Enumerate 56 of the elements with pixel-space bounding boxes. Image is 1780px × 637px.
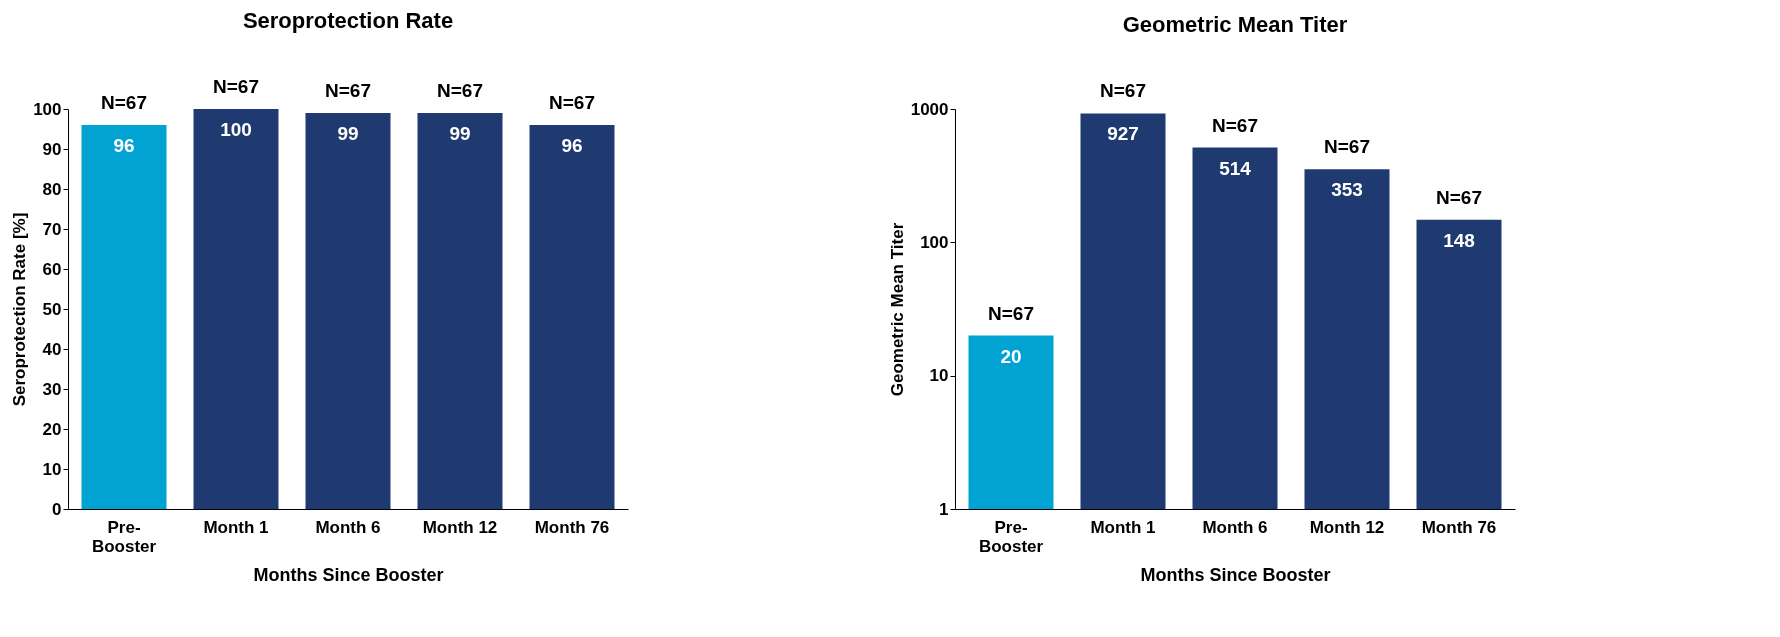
annotation: N=67 (1100, 80, 1146, 102)
data-label: 100 (220, 119, 252, 140)
bar (417, 113, 503, 509)
annotation: N=67 (1212, 114, 1258, 136)
y-tick-label: 30 (42, 379, 62, 399)
data-label: 96 (561, 135, 583, 156)
y-tick-label: 10 (929, 366, 949, 386)
bar (529, 125, 615, 509)
x-tick-label: Month 1 (1090, 517, 1156, 537)
annotation: N=67 (213, 76, 259, 97)
data-label: 148 (1443, 229, 1475, 251)
x-tick-label: Month 6 (315, 517, 381, 537)
annotation: N=67 (1324, 136, 1370, 158)
y-tick-label: 80 (42, 179, 62, 199)
annotation: N=67 (1436, 186, 1482, 208)
annotation: N=67 (101, 92, 147, 113)
x-tick-label: Month 12 (1309, 517, 1385, 537)
y-tick-label: 40 (42, 339, 62, 359)
x-tick-label: Month 12 (422, 517, 498, 537)
x-axis-title: Months Since Booster (253, 564, 444, 585)
y-tick-label: 1 (939, 499, 949, 519)
y-tick-label: 100 (33, 99, 62, 119)
x-tick-label: Month 76 (534, 517, 610, 537)
data-label: 99 (449, 123, 471, 144)
data-label: 514 (1219, 157, 1252, 179)
y-tick-label: 50 (42, 299, 62, 319)
y-tick-label: 20 (42, 419, 62, 439)
x-tick-label: Month 1 (203, 517, 269, 537)
y-tick-label: 70 (42, 219, 62, 239)
annotation: N=67 (988, 302, 1034, 324)
y-tick-label: 0 (52, 499, 62, 519)
data-label: 927 (1107, 123, 1139, 145)
data-label: 20 (1000, 345, 1022, 367)
annotation: N=67 (325, 80, 371, 101)
y-tick-label: 60 (42, 259, 62, 279)
y-tick-label: 1000 (910, 99, 949, 119)
bar (305, 113, 391, 509)
x-tick-label: Pre- Booster (91, 517, 157, 556)
bar (81, 125, 167, 509)
y-axis-title: Seroprotection Rate [%] (10, 212, 30, 407)
y-axis-title: Geometric Mean Titer (887, 222, 907, 397)
y-tick-label: 100 (920, 232, 949, 252)
x-tick-label: Month 76 (1421, 517, 1497, 537)
y-tick-label: 10 (42, 459, 62, 479)
bar (193, 109, 279, 509)
annotation: N=67 (437, 80, 483, 101)
x-tick-label: Month 6 (1202, 517, 1268, 537)
y-tick-label: 90 (42, 139, 62, 159)
x-axis-title: Months Since Booster (1140, 564, 1331, 585)
chart-title: Geometric Mean Titer (1122, 12, 1348, 38)
data-label: 99 (337, 123, 359, 144)
annotation: N=67 (549, 92, 595, 113)
data-label: 96 (113, 135, 135, 156)
chart-title: Seroprotection Rate (242, 8, 454, 33)
x-tick-label: Pre- Booster (978, 517, 1044, 556)
data-label: 353 (1331, 179, 1363, 201)
